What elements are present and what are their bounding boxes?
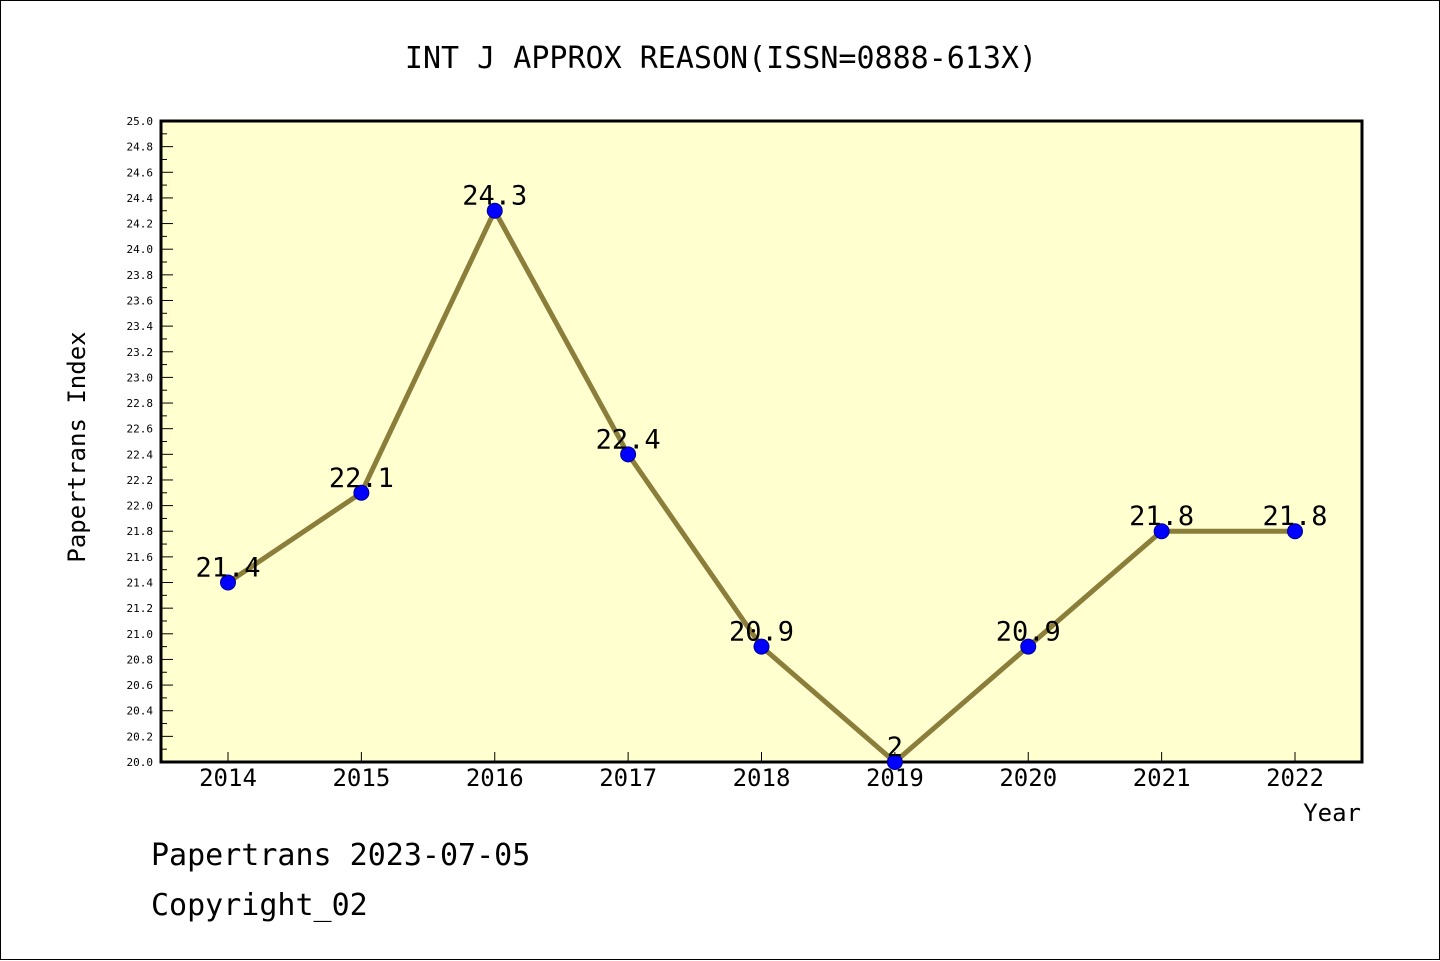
y-tick-label: 24.6: [127, 166, 154, 179]
y-tick-label: 20.2: [127, 730, 154, 743]
data-point: [353, 484, 370, 501]
y-tick-label: 20.4: [127, 705, 154, 718]
plot-area: [159, 119, 1364, 764]
data-label: 24.3: [462, 181, 527, 212]
y-tick-label: 23.0: [127, 371, 154, 384]
y-tick-label: 20.0: [127, 756, 154, 769]
x-tick-label: 2014: [199, 764, 257, 792]
data-label: 2: [887, 732, 903, 763]
series-layer: 21.4 22.1 24.3 22.4 20.9 2 20.9 21.8 21.8: [195, 181, 1328, 770]
y-tick-label: 25.0: [127, 115, 154, 128]
x-tick-label: 2016: [466, 764, 524, 792]
y-tick-label: 22.4: [127, 448, 154, 461]
y-tick-label: 21.0: [127, 628, 154, 641]
y-tick-label: 23.4: [127, 320, 154, 333]
chart-title: INT J APPROX REASON(ISSN=0888-613X): [405, 41, 1037, 76]
x-tick-label: 2018: [733, 764, 791, 792]
x-tick-label: 2021: [1133, 764, 1191, 792]
y-tick-label: 22.8: [127, 397, 154, 410]
data-label: 21.4: [195, 553, 260, 584]
y-tick-label: 23.2: [127, 346, 154, 359]
y-tick-label: 24.4: [127, 192, 154, 205]
footer-copyright: Copyright_02: [151, 888, 368, 923]
y-tick-label: 22.6: [127, 423, 154, 436]
y-tick-label: 21.8: [127, 525, 154, 538]
x-tick-label: 2020: [999, 764, 1057, 792]
data-label: 21.8: [1129, 501, 1194, 532]
data-point: [220, 574, 236, 591]
data-point: [753, 638, 770, 655]
data-point: [1287, 523, 1303, 540]
data-label: 22.4: [596, 424, 661, 455]
data-label: 20.9: [996, 617, 1061, 648]
y-tick-label: 20.6: [127, 679, 154, 692]
y-tick-label: 22.0: [127, 500, 154, 513]
y-axis-title: Papertrans Index: [63, 331, 91, 562]
x-tick-label: 2015: [332, 764, 390, 792]
y-tick-label: 21.2: [127, 602, 154, 615]
y-tick-label: 23.6: [127, 294, 154, 307]
x-axis: 2014 2015 2016 2017 2018 2019 2020 2021 2022: [199, 752, 1324, 792]
footer-date: Papertrans 2023-07-05: [151, 838, 530, 873]
data-point: [620, 446, 637, 463]
data-label: 22.1: [329, 463, 394, 494]
x-tick-label: 2022: [1266, 764, 1324, 792]
y-tick-label: 23.8: [127, 269, 154, 282]
data-point: [486, 202, 503, 219]
y-tick-label: 21.4: [127, 577, 154, 590]
y-axis: 20.0 20.2 20.4 20.6 20.8 21.0 21.2 21.4 21.6 21.8…: [127, 115, 173, 769]
data-point: [1020, 638, 1037, 655]
y-tick-label: 24.0: [127, 243, 154, 256]
x-axis-title: Year: [1303, 799, 1361, 827]
x-tick-label: 2017: [599, 764, 657, 792]
data-point: [1153, 523, 1170, 540]
y-tick-label: 22.2: [127, 474, 154, 487]
y-tick-label: 21.6: [127, 551, 154, 564]
data-point: [886, 754, 903, 770]
y-tick-label: 24.2: [127, 218, 154, 231]
data-label: 21.8: [1262, 501, 1327, 532]
y-tick-label: 24.8: [127, 141, 154, 154]
y-tick-label: 20.8: [127, 653, 154, 666]
data-label: 20.9: [729, 617, 794, 648]
